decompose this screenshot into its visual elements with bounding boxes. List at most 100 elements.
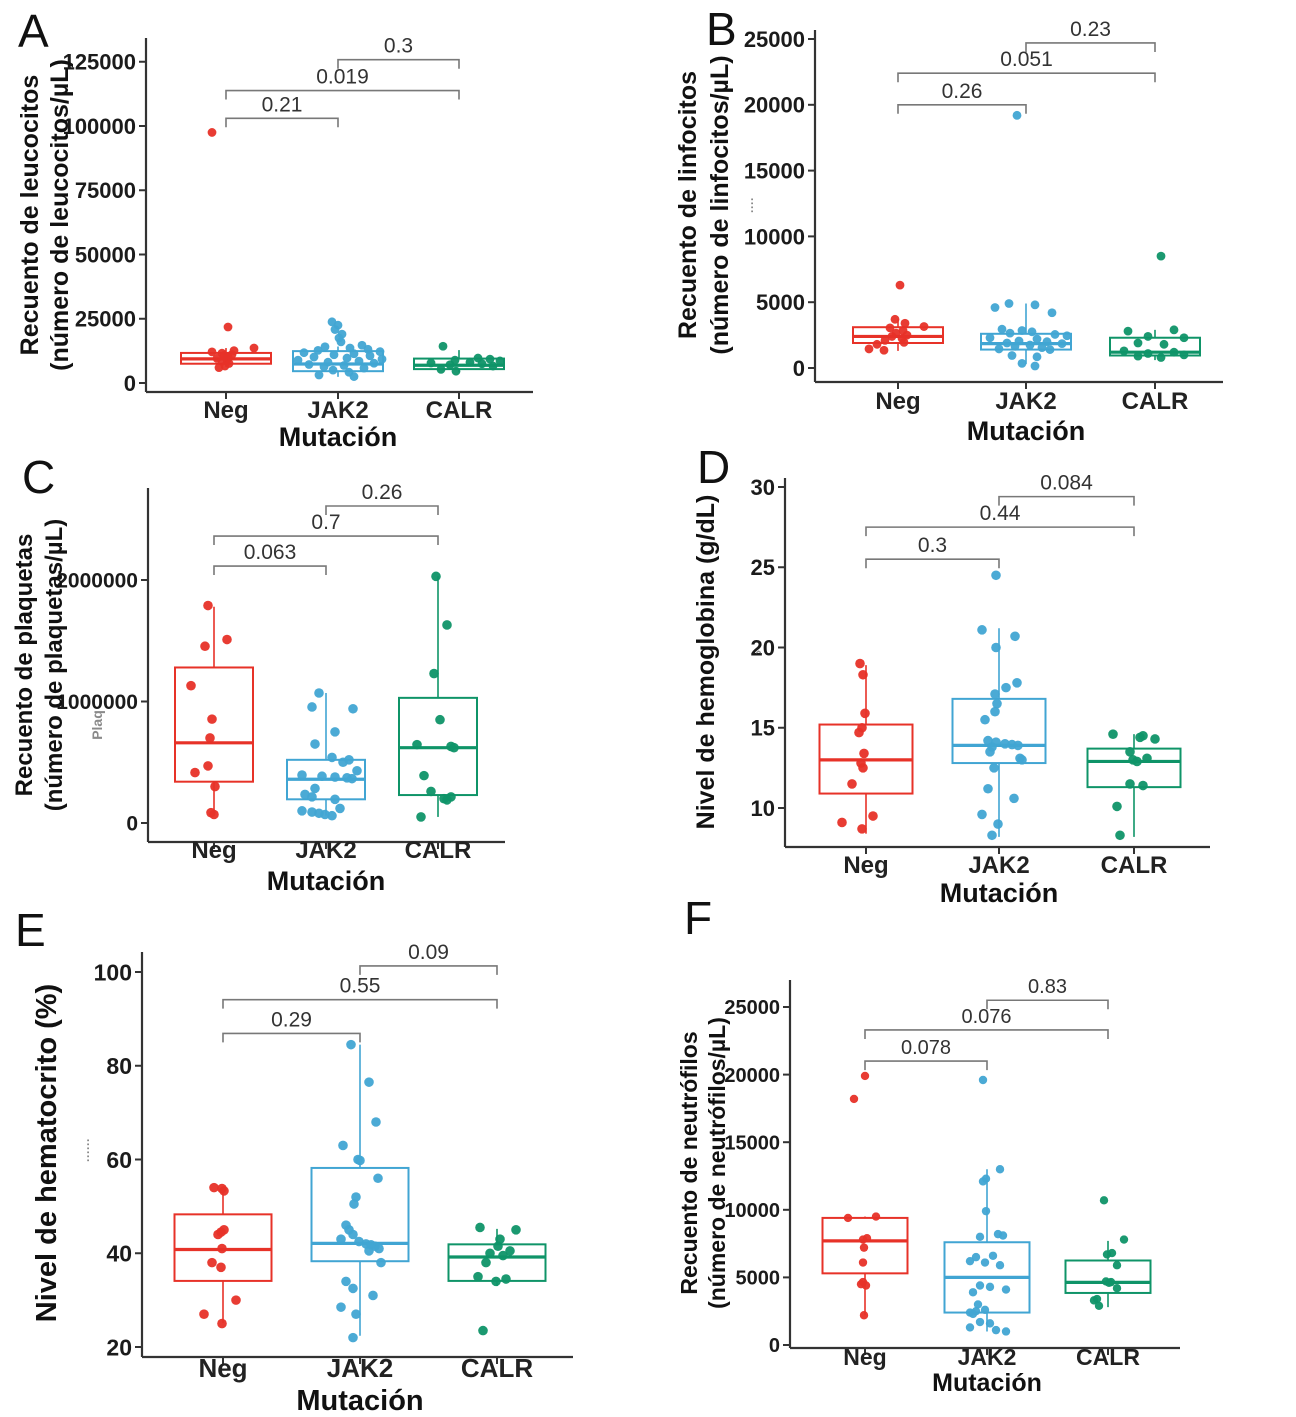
jitter-point xyxy=(297,770,307,780)
jitter-point xyxy=(249,343,259,353)
p-value-label: 0.23 xyxy=(1070,18,1111,41)
jitter-point xyxy=(985,1282,995,1292)
jitter-point xyxy=(971,1252,981,1262)
x-axis-title: Mutación xyxy=(296,1385,423,1417)
p-value-label: 0.3 xyxy=(918,534,947,557)
y-axis-title: (número de leucocitos/µL) xyxy=(46,59,74,371)
jitter-point xyxy=(1112,1261,1122,1270)
jitter-point xyxy=(1010,631,1020,642)
jitter-point xyxy=(985,1319,995,1328)
jitter-point xyxy=(314,370,324,380)
x-category-label: JAK2 xyxy=(295,837,356,864)
jitter-point xyxy=(377,354,387,364)
y-tick-label: 20000 xyxy=(744,93,805,118)
jitter-point xyxy=(349,349,359,359)
group-JAK2 xyxy=(292,317,387,381)
jitter-point xyxy=(207,714,217,724)
y-tick-label: 20000 xyxy=(724,1065,780,1087)
jitter-point xyxy=(1102,1250,1112,1259)
group-JAK2 xyxy=(943,1075,1031,1336)
x-category-label: CALR xyxy=(426,397,493,424)
jitter-point xyxy=(859,1311,869,1320)
significance-bracket xyxy=(897,72,1156,83)
jitter-point xyxy=(997,324,1007,334)
jitter-point xyxy=(431,571,441,582)
jitter-point xyxy=(207,128,217,137)
jitter-point xyxy=(216,1262,226,1273)
group-JAK2 xyxy=(310,1039,410,1343)
x-category-label: JAK2 xyxy=(307,397,368,424)
jitter-point xyxy=(355,1155,365,1166)
jitter-point xyxy=(307,792,317,802)
jitter-point xyxy=(369,358,379,368)
y-tick-label: 15000 xyxy=(744,159,805,184)
jitter-point xyxy=(1012,678,1022,688)
jitter-point xyxy=(365,351,375,361)
jitter-point xyxy=(975,1317,985,1327)
jitter-point xyxy=(968,1288,978,1297)
jitter-point xyxy=(980,714,990,725)
jitter-point xyxy=(368,1290,378,1301)
jitter-point xyxy=(1150,734,1160,744)
jitter-point xyxy=(1125,779,1135,789)
p-value-label: 0.3 xyxy=(384,35,413,58)
group-CALR xyxy=(398,571,478,822)
jitter-point xyxy=(505,1246,515,1256)
x-category-label: CALR xyxy=(1122,388,1189,415)
jitter-point xyxy=(426,358,436,368)
x-category-label: JAK2 xyxy=(968,852,1029,879)
y-axis-title: Recuento de plaquetas xyxy=(11,534,38,797)
y-tick-label: 15000 xyxy=(724,1132,780,1154)
x-axis-title: Mutación xyxy=(932,1369,1042,1397)
jitter-point xyxy=(858,669,868,680)
jitter-point xyxy=(987,830,997,841)
jitter-point xyxy=(1132,756,1142,767)
jitter-point xyxy=(990,706,1000,717)
y-axis-title: (número de linfocitos/µL) xyxy=(706,55,734,354)
jitter-point xyxy=(364,1246,374,1256)
group-CALR xyxy=(1064,1196,1152,1310)
jitter-point xyxy=(968,1309,978,1319)
x-axis-title: Mutación xyxy=(940,878,1059,908)
jitter-point xyxy=(347,773,357,784)
jitter-point xyxy=(217,1318,227,1329)
jitter-point xyxy=(1045,345,1055,354)
panel-F-chart: 0 5000 10000 15000 20000 25000 Neg JAK2 CALR Muta… xyxy=(676,976,1180,1397)
jitter-point xyxy=(880,335,890,345)
jitter-point xyxy=(330,794,340,805)
significance-bracket xyxy=(213,535,439,546)
jitter-point xyxy=(341,1276,351,1287)
jitter-point xyxy=(868,811,878,821)
x-category-label: CALR xyxy=(461,1353,533,1383)
jitter-point xyxy=(895,280,905,290)
jitter-point xyxy=(217,1243,227,1254)
x-axis-title: Mutación xyxy=(267,866,386,896)
jitter-point xyxy=(1007,351,1017,360)
y-tick-label: 75000 xyxy=(75,178,136,203)
jitter-point xyxy=(348,1283,358,1294)
p-value-label: 0.26 xyxy=(362,481,403,504)
jitter-point xyxy=(965,1323,975,1332)
jitter-point xyxy=(1013,740,1023,751)
jitter-point xyxy=(349,372,359,381)
p-value-label: 0.83 xyxy=(1028,976,1067,998)
panel-A: A 0 25000 50000 75000 100000 125000 Neg JAK2 CAL… xyxy=(0,0,648,452)
jitter-point xyxy=(319,362,329,372)
jitter-point xyxy=(342,353,352,363)
jitter-point xyxy=(919,322,929,331)
y-tick-label: 10000 xyxy=(724,1200,780,1222)
jitter-point xyxy=(1057,339,1067,349)
jitter-point xyxy=(1104,1278,1114,1288)
panel-letter-A: A xyxy=(18,5,49,57)
jitter-point xyxy=(223,322,233,332)
jitter-point xyxy=(190,767,200,778)
panel-letter-B: B xyxy=(706,3,737,55)
jitter-point xyxy=(887,332,897,341)
jitter-point xyxy=(858,1235,868,1244)
jitter-point xyxy=(1062,331,1072,341)
jitter-point xyxy=(860,708,870,719)
jitter-point xyxy=(993,819,1003,829)
jitter-point xyxy=(426,786,436,797)
jitter-point xyxy=(858,763,868,773)
jitter-point xyxy=(985,747,995,757)
